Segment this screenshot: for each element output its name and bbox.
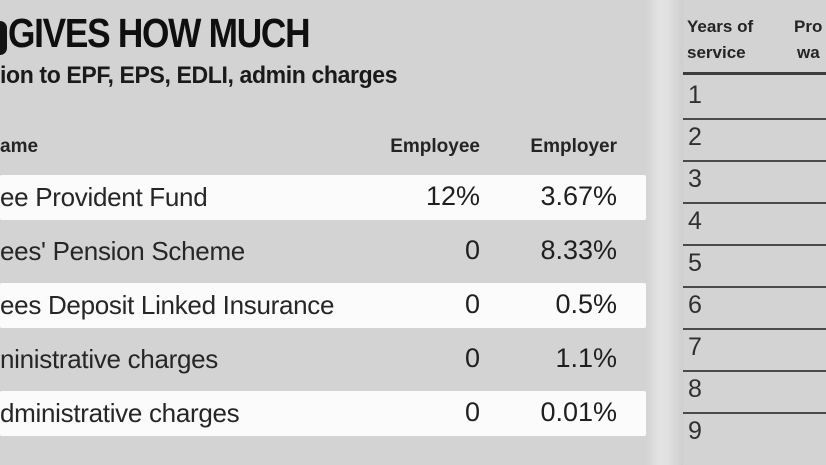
table-row: ees Deposit Linked Insurance 0 0.5% <box>0 283 646 328</box>
row-employee-value: 0 <box>464 235 480 265</box>
row-employer-value: 3.67% <box>540 181 617 211</box>
subheadline: ion to EPF, EPS, EDLI, admin charges <box>0 62 398 89</box>
years-value: 4 <box>688 207 702 235</box>
table-row: 1 <box>683 76 826 120</box>
row-name: dministrative charges <box>0 398 240 428</box>
row-name: ees' Pension Scheme <box>0 236 245 266</box>
table-row: 6 <box>683 286 826 330</box>
table-row: ees' Pension Scheme 0 8.33% <box>0 229 646 274</box>
column-header-proportion-line1: Pro <box>794 17 823 36</box>
panel-gutter <box>646 0 683 465</box>
row-employer-value: 0.01% <box>540 397 617 427</box>
table-row: dministrative charges 0 0.01% <box>0 391 646 436</box>
contribution-table-header: ame Employee Employer <box>0 136 646 160</box>
row-employee-value: 12% <box>425 181 480 211</box>
row-employee-value: 0 <box>464 343 480 373</box>
contribution-table: ame Employee Employer ee Provident Fund … <box>0 136 646 436</box>
years-value: 1 <box>688 81 702 109</box>
header-rule <box>683 72 826 75</box>
column-header-years-line2: service <box>687 43 746 62</box>
table-row: 2 <box>683 118 826 162</box>
column-header-proportion-line2: wa <box>797 43 820 62</box>
headline: GIVES HOW MUCH <box>8 10 311 56</box>
years-value: 8 <box>688 375 702 403</box>
row-employee-value: 0 <box>464 289 480 319</box>
years-value: 9 <box>688 417 702 445</box>
table-row: 9 <box>683 412 826 454</box>
years-value: 3 <box>688 165 702 193</box>
row-name: ees Deposit Linked Insurance <box>0 290 335 320</box>
service-table: Years of service Pro wa 1 2 3 4 5 6 7 8 … <box>683 0 826 465</box>
column-header-employer: Employer <box>530 136 617 157</box>
column-header-years-line1: Years of <box>687 17 754 36</box>
table-row: 5 <box>683 244 826 288</box>
table-row: ninistrative charges 0 1.1% <box>0 337 646 382</box>
table-row: 8 <box>683 370 826 414</box>
years-value: 2 <box>688 123 702 151</box>
clipped-letter-fragment <box>0 21 7 55</box>
table-row: 3 <box>683 160 826 204</box>
table-row: 4 <box>683 202 826 246</box>
row-employer-value: 0.5% <box>555 289 617 319</box>
column-header-employee: Employee <box>390 136 480 157</box>
table-row: 7 <box>683 328 826 372</box>
table-row: ee Provident Fund 12% 3.67% <box>0 175 646 220</box>
row-employer-value: 1.1% <box>555 343 617 373</box>
column-header-name: ame <box>0 136 39 157</box>
row-name: ninistrative charges <box>0 344 218 374</box>
row-employee-value: 0 <box>464 397 480 427</box>
row-employer-value: 8.33% <box>540 235 617 265</box>
years-value: 7 <box>688 333 702 361</box>
row-name: ee Provident Fund <box>0 182 208 212</box>
years-value: 5 <box>688 249 702 277</box>
years-value: 6 <box>688 291 702 319</box>
